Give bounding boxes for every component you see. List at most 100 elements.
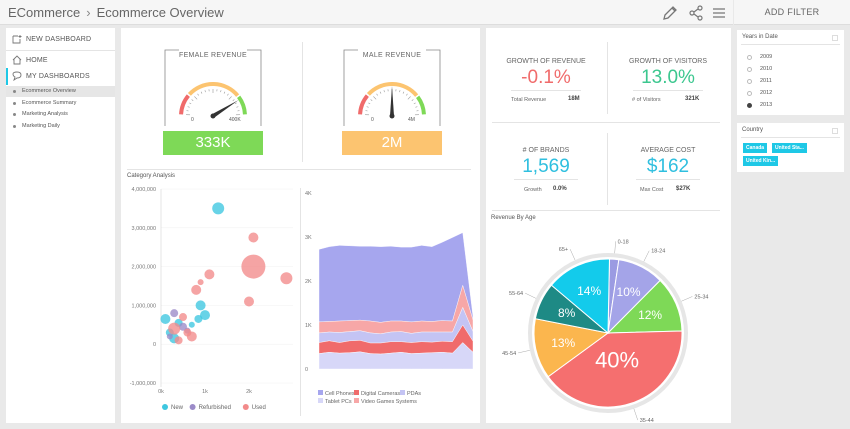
filter-divider — [741, 44, 840, 45]
bubble-point — [186, 331, 197, 342]
country-filter-title: Country — [742, 127, 764, 133]
country-chip[interactable]: United Sta... — [772, 143, 807, 153]
gauge-dial — [179, 82, 247, 119]
pencil-icon[interactable] — [660, 3, 680, 23]
pie-percent-label: 10% — [617, 285, 641, 299]
dashboard-item[interactable]: Ecommerce Summary — [6, 98, 115, 109]
my-dashboards-label: MY DASHBOARDS — [26, 73, 90, 80]
gauge-tick — [376, 93, 378, 96]
gauge-needle — [390, 86, 394, 116]
sidebar-divider — [6, 50, 115, 51]
bubble-point — [191, 284, 202, 295]
gauge-tick — [236, 106, 239, 108]
year-radio[interactable] — [747, 103, 752, 108]
year-radio[interactable] — [747, 55, 752, 60]
pie-leader-line — [633, 408, 638, 421]
pie-slice-label: 0-18 — [618, 239, 629, 245]
gauge-hub — [210, 113, 216, 119]
kpi-sub-label: Total Revenue — [511, 97, 547, 103]
pie-slice-label: 65+ — [559, 247, 568, 253]
gauge-tick — [373, 96, 377, 100]
gauge-min-label: 0 — [371, 117, 374, 123]
gauge-tick — [204, 90, 206, 93]
kpi-divider — [607, 133, 608, 205]
legend-label: Used — [252, 405, 266, 411]
kpi-title: # OF BRANDS — [522, 147, 570, 154]
revenue-by-age-title: Revenue By Age — [491, 215, 536, 221]
legend-swatch — [400, 390, 405, 395]
kpi-sub-value: 321K — [685, 96, 700, 102]
gauge-tick — [191, 99, 194, 101]
gauge-band — [358, 94, 369, 115]
revenue-by-age-pie: 0-18 10% 18-24 12% 25-34 40% 35-44 13% 45-54 8% 55… — [502, 239, 708, 423]
gauge-band — [236, 95, 247, 115]
expand-icon[interactable] — [832, 128, 838, 134]
add-filter-button[interactable]: ADD FILTER — [734, 0, 850, 25]
legend-swatch — [354, 390, 359, 395]
gauge-band — [187, 82, 240, 97]
dashboard-label: Ecommerce Overview — [22, 88, 76, 94]
legend-label: Refurbished — [199, 405, 231, 411]
pie-slice-label: 35-44 — [640, 418, 654, 423]
gauge-tick — [232, 99, 235, 101]
gauge-hub — [389, 113, 395, 119]
year-label: 2013 — [760, 102, 773, 108]
sidebar-item-home[interactable]: HOME — [6, 52, 115, 69]
bubble-point — [244, 296, 254, 307]
y-tick-label: 3K — [305, 235, 312, 241]
year-radio[interactable] — [747, 91, 752, 96]
sidebar-item-my-dashboards[interactable]: MY DASHBOARDS — [6, 68, 115, 85]
pie-slice — [547, 330, 683, 408]
share-icon[interactable] — [686, 3, 706, 23]
dashboard-item[interactable]: Ecommerce Overview — [6, 86, 115, 97]
pie-slice-label: 25-34 — [694, 294, 708, 300]
bubble-point — [280, 272, 293, 285]
gauge-tick — [406, 93, 408, 96]
year-radio[interactable] — [747, 79, 752, 84]
chart-divider — [300, 188, 301, 416]
expand-icon[interactable] — [832, 35, 838, 41]
gauge-tick — [220, 90, 222, 93]
gauge-tick — [189, 102, 192, 105]
kpi-divider — [302, 42, 303, 162]
kpi-sub-value: 0.0% — [553, 186, 567, 192]
y-tick-label: 4K — [305, 191, 312, 197]
pie-slice — [550, 258, 610, 335]
bubble-point — [168, 322, 181, 335]
kpi-title: AVERAGE COST — [640, 147, 696, 154]
pie-leader-line — [643, 250, 650, 262]
kpi-sub-label: Growth — [524, 187, 542, 193]
pie-leader-line — [524, 292, 537, 299]
year-label: 2010 — [760, 66, 773, 72]
bubble-point — [170, 309, 179, 318]
legend-label: Video Games Systems — [361, 399, 417, 405]
breadcrumb-root[interactable]: ECommerce — [8, 5, 81, 20]
bubble-point — [241, 254, 266, 279]
kpi-value: 1,569 — [522, 156, 570, 177]
dashboard-item[interactable]: Marketing Analysis — [6, 109, 115, 120]
gauge-tick — [415, 106, 418, 108]
kpi-title: GROWTH OF REVENUE — [506, 58, 586, 65]
new-document-icon — [12, 35, 22, 44]
kpi-title: GROWTH OF VISITORS — [628, 58, 708, 65]
country-chip[interactable]: Canada — [743, 143, 768, 153]
y-tick-label: -1,000,000 — [130, 381, 156, 387]
new-dashboard-button[interactable]: NEW DASHBOARD — [6, 31, 115, 48]
dashboard-item[interactable]: Marketing Daily — [6, 121, 115, 132]
bullet-icon — [13, 125, 16, 128]
gauge-tick — [234, 102, 237, 105]
year-label: 2012 — [760, 90, 773, 96]
year-radio[interactable] — [747, 67, 752, 72]
bubble-point — [188, 321, 195, 328]
country-chip[interactable]: United Kin... — [743, 156, 779, 166]
gauge-title: MALE REVENUE — [362, 52, 422, 59]
pie-leader-line — [518, 350, 530, 354]
bubble-point — [212, 202, 225, 215]
gauge-max-label: 4M — [408, 117, 415, 123]
year-label: 2011 — [760, 78, 772, 84]
kpi-value: $162 — [646, 156, 690, 177]
breadcrumb-current: Ecommerce Overview — [96, 5, 224, 20]
gauge-tick — [187, 106, 190, 108]
hamburger-menu-icon[interactable] — [709, 3, 729, 23]
pie-leader-line — [681, 296, 693, 302]
